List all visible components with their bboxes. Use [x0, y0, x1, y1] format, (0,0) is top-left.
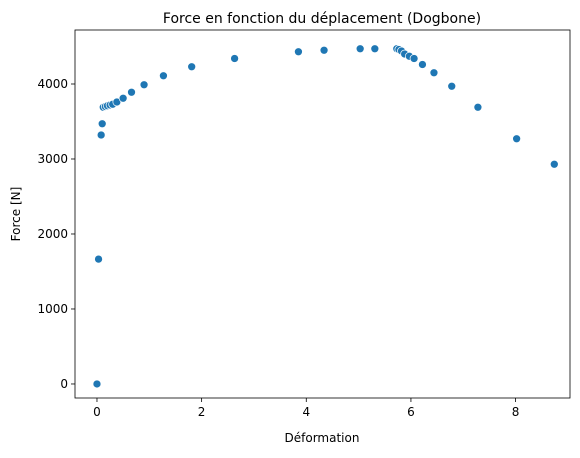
point — [127, 87, 136, 97]
point — [92, 379, 102, 389]
x-tick-label: 2 — [198, 405, 206, 419]
x-axis-label: Déformation — [285, 431, 360, 445]
point — [230, 54, 239, 63]
x-tick-label: 8 — [512, 405, 520, 419]
plot-frame — [74, 29, 571, 399]
point — [355, 44, 365, 54]
point — [187, 62, 197, 72]
point — [159, 71, 168, 81]
point — [96, 130, 106, 140]
point — [294, 47, 303, 57]
point — [549, 159, 559, 169]
point — [370, 44, 380, 54]
y-tick-label: 4000 — [37, 77, 68, 91]
x-tick-label: 4 — [302, 405, 310, 419]
point — [473, 102, 483, 112]
y-tick-label: 1000 — [37, 302, 68, 316]
chart-title: Force en fonction du déplacement (Dogbon… — [163, 11, 481, 27]
x-tick-label: 0 — [93, 405, 101, 419]
point — [447, 81, 457, 91]
x-tick-label: 6 — [407, 405, 415, 419]
y-axis-label: Force [N] — [9, 187, 23, 242]
point — [118, 93, 128, 103]
y-tick-label: 2000 — [37, 227, 68, 241]
y-tick-label: 3000 — [37, 152, 68, 166]
point — [418, 60, 427, 69]
point — [139, 80, 149, 90]
y-tick-label: 0 — [60, 377, 68, 391]
point — [409, 54, 419, 63]
point — [512, 134, 521, 144]
point — [429, 68, 439, 78]
point — [94, 254, 103, 264]
point — [319, 45, 329, 55]
point — [112, 97, 122, 107]
point — [97, 119, 107, 129]
